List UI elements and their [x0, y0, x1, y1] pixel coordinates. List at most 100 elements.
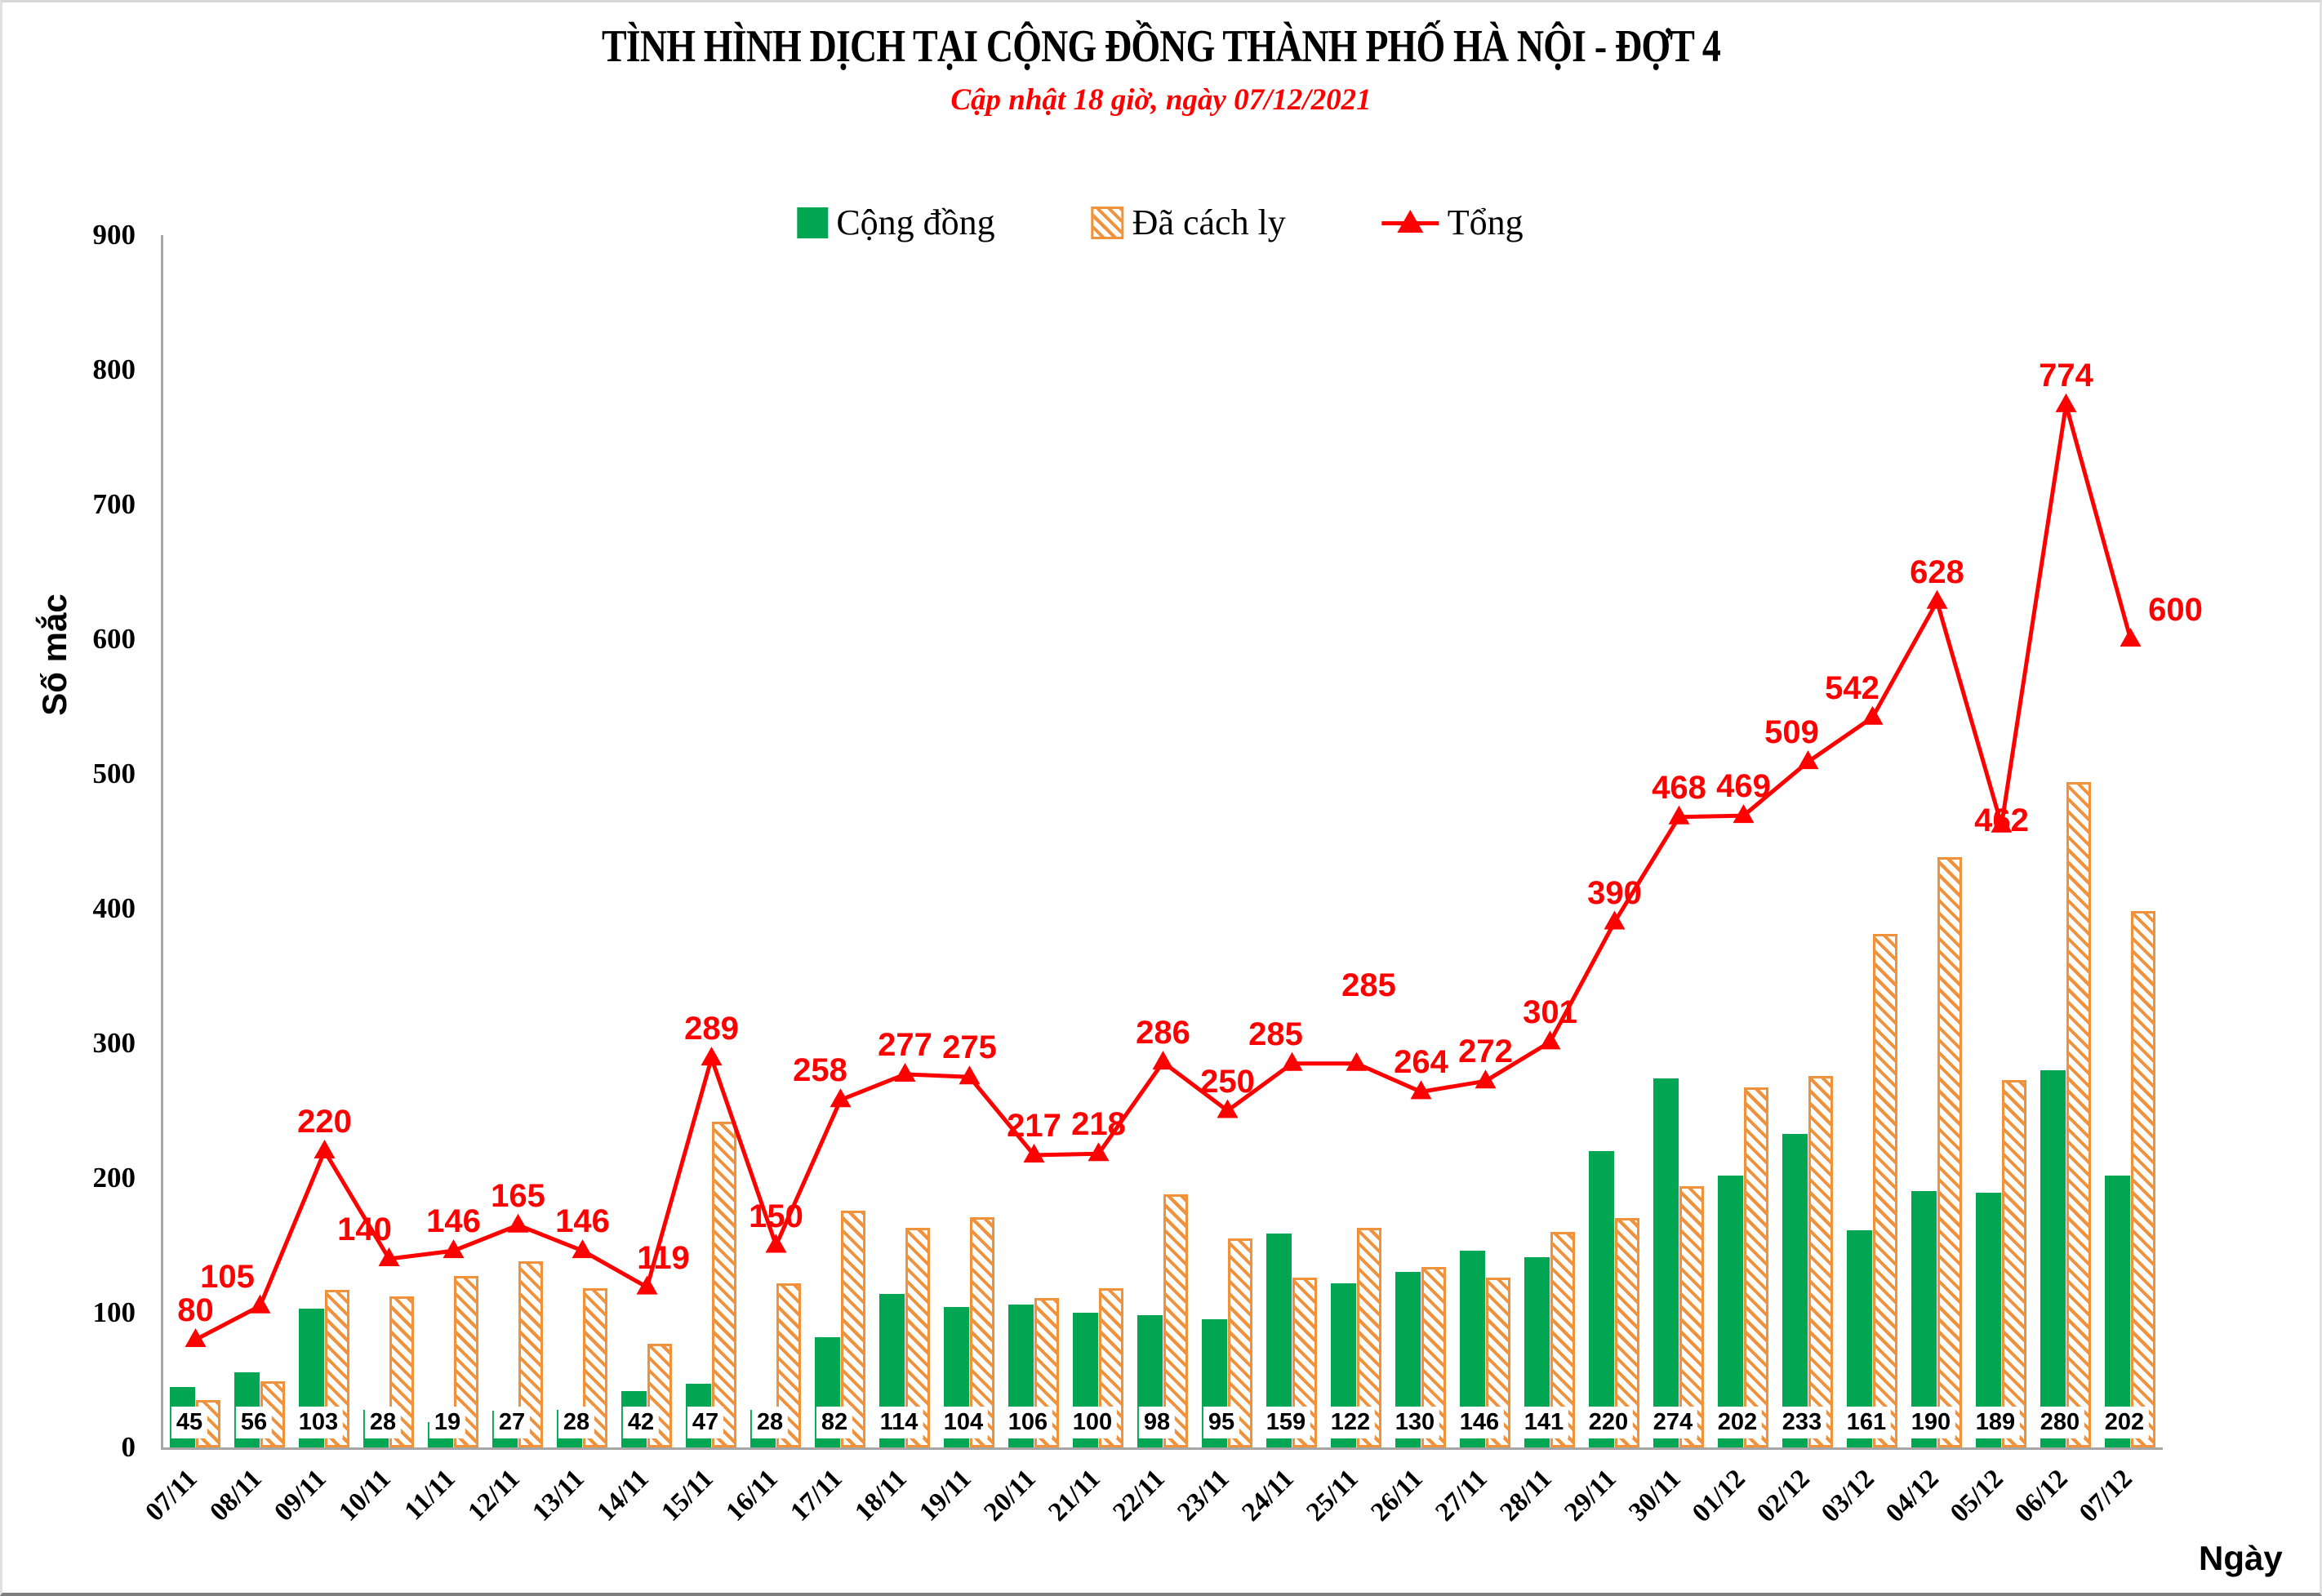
bar-value-label: 233 [1777, 1406, 1827, 1438]
bar-da-cach-ly [1873, 934, 1897, 1447]
tong-marker [2055, 393, 2077, 412]
tong-value-label: 264 [1394, 1044, 1448, 1081]
bar-value-label: 189 [1970, 1406, 2021, 1438]
tong-marker [443, 1239, 465, 1259]
tong-value-label: 600 [2148, 592, 2203, 628]
tong-value-label: 220 [297, 1104, 352, 1140]
tong-marker [1797, 750, 1819, 770]
y-axis-tick: 300 [92, 1027, 136, 1059]
chart-subtitle: Cập nhật 18 giờ, ngày 07/12/2021 [950, 83, 1372, 117]
tong-marker [2120, 628, 2142, 647]
bar-cong-dong [2040, 1070, 2066, 1447]
tong-value-label: 105 [200, 1258, 255, 1295]
bar-da-cach-ly [712, 1122, 736, 1447]
legend: Cộng đồng Đã cách ly Tổng [797, 202, 1524, 243]
tong-marker [1088, 1142, 1110, 1162]
bar-value-label: 98 [1138, 1406, 1176, 1438]
legend-label-da-cach-ly: Đã cách ly [1132, 202, 1286, 242]
tong-value-label: 285 [1341, 967, 1396, 1003]
tong-marker [894, 1062, 916, 1082]
tong-marker [1539, 1030, 1561, 1050]
y-axis-tick: 500 [92, 758, 136, 789]
legend-item-cong-dong: Cộng đồng [797, 202, 995, 243]
chart-title: TÌNH HÌNH DỊCH TẠI CỘNG ĐỒNG THÀNH PHỐ H… [601, 21, 1721, 72]
bar-value-label: 95 [1203, 1406, 1240, 1438]
tong-value-label: 165 [491, 1177, 545, 1214]
legend-item-tong: Tổng [1381, 202, 1524, 243]
bar-cong-dong [1782, 1134, 1808, 1447]
bar-da-cach-ly [2131, 911, 2155, 1447]
bar-value-label: 220 [1583, 1406, 1634, 1438]
bar-da-cach-ly [2066, 782, 2091, 1447]
tong-value-label: 285 [1248, 1016, 1303, 1052]
tong-value-label: 275 [942, 1029, 997, 1066]
tong-marker [959, 1065, 981, 1085]
tong-marker [1475, 1069, 1497, 1089]
bar-da-cach-ly [1744, 1087, 1768, 1447]
tong-marker [701, 1047, 723, 1066]
tong-value-label: 119 [637, 1239, 690, 1276]
bar-value-label: 190 [1906, 1406, 1956, 1438]
y-axis-tick: 900 [92, 219, 136, 251]
bar-value-label: 27 [493, 1406, 531, 1438]
legend-swatch-cong-dong [797, 207, 829, 238]
tong-value-label: 217 [1007, 1107, 1061, 1144]
tong-value-label: 469 [1716, 768, 1771, 805]
bar-da-cach-ly [2002, 1080, 2026, 1447]
tong-value-label: 80 [177, 1292, 214, 1328]
tong-value-label: 140 [337, 1211, 392, 1247]
tong-value-label: 150 [749, 1198, 803, 1234]
bar-value-label: 280 [2035, 1406, 2085, 1438]
tong-marker [249, 1294, 271, 1314]
bar-value-label: 19 [429, 1406, 466, 1438]
x-axis-title: Ngày [2199, 1539, 2283, 1577]
bar-value-label: 82 [816, 1406, 853, 1438]
y-axis-tick: 0 [121, 1431, 136, 1463]
bar-value-label: 47 [687, 1406, 724, 1438]
bar-value-label: 114 [874, 1406, 923, 1438]
tong-marker [185, 1328, 207, 1347]
plot-area: 45 80 56 105 103 220 28 140 19 146 27 165 28 146 42 119… [161, 235, 2203, 1450]
tong-marker [1668, 805, 1690, 825]
tong-marker [1862, 705, 1884, 725]
bar-cong-dong [1589, 1151, 1614, 1447]
tong-value-label: 286 [1136, 1015, 1190, 1051]
tong-value-label: 542 [1825, 669, 1879, 706]
bar-value-label: 56 [235, 1406, 273, 1438]
tong-value-label: 258 [793, 1052, 847, 1089]
tong-value-label: 289 [684, 1011, 739, 1047]
tong-marker [378, 1247, 400, 1266]
tong-marker [1023, 1143, 1045, 1163]
bar-value-label: 202 [2099, 1406, 2150, 1438]
y-axis-tick: 700 [92, 488, 136, 520]
bar-value-label: 161 [1841, 1406, 1892, 1438]
bar-value-label: 130 [1390, 1406, 1440, 1438]
legend-label-cong-dong: Cộng đồng [836, 202, 995, 242]
y-axis-tick: 200 [92, 1162, 136, 1194]
y-axis-tick: 800 [92, 353, 136, 385]
legend-swatch-tong [1381, 207, 1439, 239]
tong-marker [1152, 1051, 1174, 1070]
tong-marker [1281, 1051, 1303, 1071]
bar-value-label: 202 [1712, 1406, 1763, 1438]
tong-value-label: 462 [1974, 802, 2029, 838]
bar-value-label: 100 [1067, 1406, 1118, 1438]
bar-value-label: 28 [751, 1406, 789, 1438]
tong-marker [1733, 804, 1755, 824]
bar-value-label: 45 [171, 1406, 208, 1438]
bar-value-label: 42 [622, 1406, 660, 1438]
tong-value-label: 390 [1587, 874, 1642, 911]
tong-value-label: 250 [1200, 1063, 1255, 1100]
tong-value-label: 146 [426, 1203, 481, 1240]
legend-label-tong: Tổng [1447, 202, 1524, 242]
tong-value-label: 146 [555, 1203, 610, 1240]
legend-swatch-da-cach-ly [1091, 206, 1124, 239]
bar-da-cach-ly [1808, 1076, 1833, 1447]
bar-value-label: 28 [558, 1406, 595, 1438]
bar-value-label: 274 [1648, 1406, 1698, 1438]
tong-marker [1217, 1099, 1239, 1118]
tong-value-label: 468 [1652, 769, 1706, 806]
tong-value-label: 301 [1523, 994, 1577, 1031]
bar-value-label: 141 [1519, 1406, 1569, 1438]
